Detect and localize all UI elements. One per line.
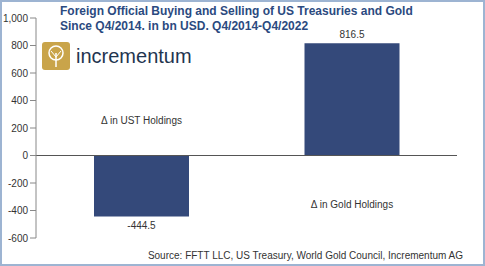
svg-text:200: 200	[11, 123, 28, 134]
svg-text:-400: -400	[8, 205, 28, 216]
svg-text:0: 0	[22, 150, 28, 161]
svg-text:Δ in UST Holdings: Δ in UST Holdings	[101, 115, 182, 126]
svg-text:Δ in Gold Holdings: Δ in Gold Holdings	[311, 199, 393, 210]
svg-text:800: 800	[11, 40, 28, 51]
svg-text:-444.5: -444.5	[127, 220, 156, 231]
svg-text:816.5: 816.5	[339, 29, 364, 40]
svg-text:1,000: 1,000	[8, 13, 28, 24]
svg-text:400: 400	[11, 95, 28, 106]
svg-text:-200: -200	[8, 178, 28, 189]
svg-text:600: 600	[11, 68, 28, 79]
svg-text:-600: -600	[8, 233, 28, 244]
